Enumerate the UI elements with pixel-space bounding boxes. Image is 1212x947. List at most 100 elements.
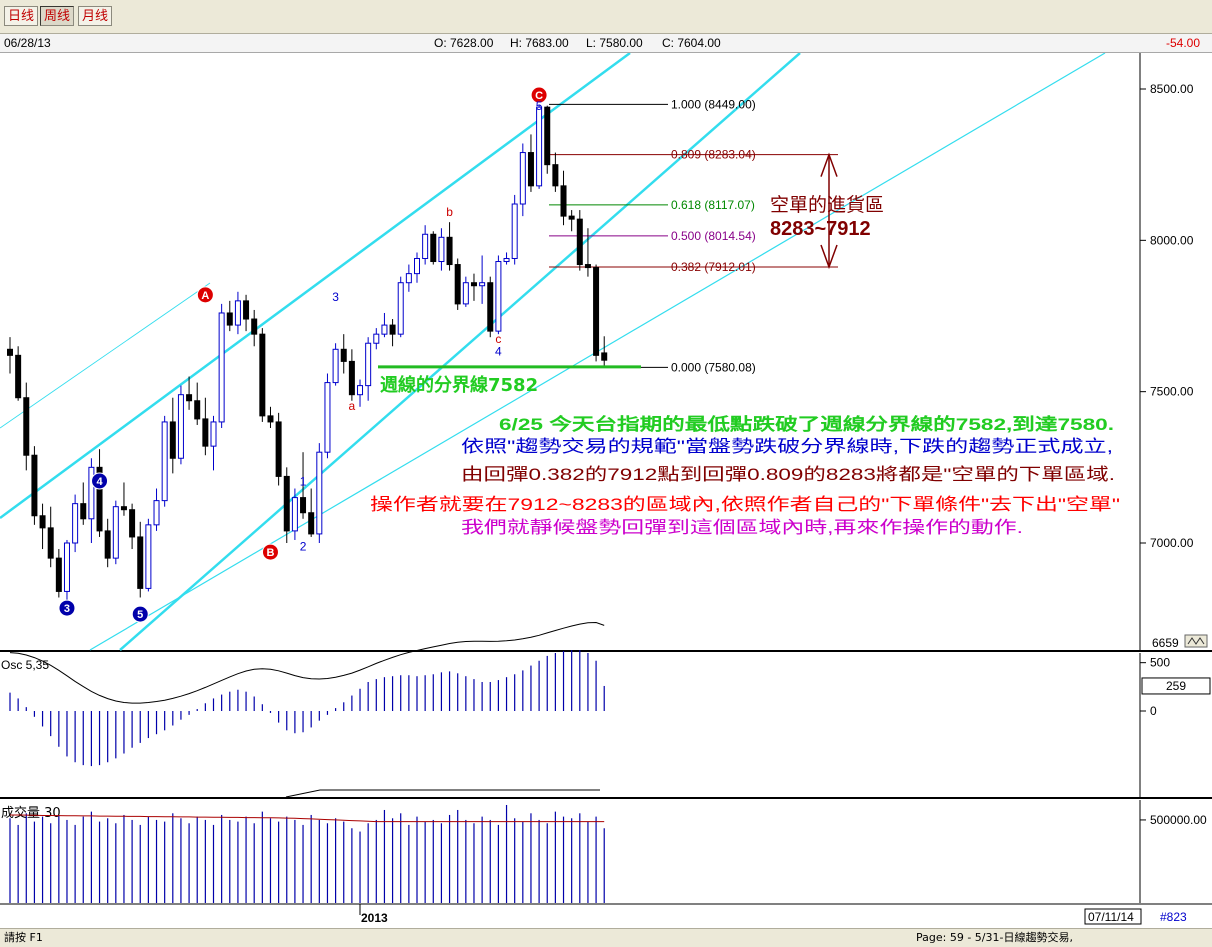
volume-bars (9, 804, 605, 903)
candle-body (373, 333, 380, 344)
candle-body (194, 400, 201, 420)
candle-body (470, 282, 477, 287)
candle-body (129, 509, 136, 538)
candle-body (348, 360, 355, 396)
candle-body (186, 394, 193, 402)
candle-body (202, 418, 209, 447)
candle-body (267, 415, 274, 423)
candle-body (177, 394, 184, 459)
candle-body (63, 542, 70, 592)
candle-body (487, 282, 494, 332)
toolbar: 日线 周线 月线 (0, 0, 1212, 34)
candle-body (446, 236, 453, 266)
candle-body (576, 218, 583, 266)
close-value: C: 7604.00 (662, 36, 721, 50)
candle-body (544, 106, 551, 166)
wave-label: 1 (300, 474, 307, 488)
tab-daily[interactable]: 日线 (4, 6, 39, 26)
osc-signal-line (9, 621, 605, 704)
price-tick: 8500.00 (1140, 82, 1194, 96)
fib-label: 1.000 (8449.00) (671, 97, 756, 111)
wave-label-marker (91, 472, 109, 490)
status-page: Page: 59 - 5/31-日線趨勢交易, (916, 931, 1073, 944)
end-date: 07/11/14 (1088, 910, 1134, 924)
candle-body (552, 164, 559, 187)
candle-body (137, 536, 144, 589)
volume-tick-label: 500000.00 (1150, 813, 1207, 827)
wave-label: C (535, 90, 543, 102)
annotation-line: 6/25 今天台指期的最低點跌破了週線分界線的7582,到達7580. (499, 414, 1114, 434)
candle-body (291, 497, 298, 532)
change-value: -54.00 (1166, 36, 1201, 50)
price-axis-bottom-label: 6659 (1152, 636, 1179, 650)
candle-body (169, 421, 176, 459)
candle-body (7, 348, 13, 356)
candle-body (96, 466, 103, 532)
wave-label: 5 (137, 609, 143, 621)
candle-body (422, 233, 429, 259)
status-help: 請按 F1 (4, 931, 43, 944)
candle-body (104, 530, 111, 559)
candle-body (112, 506, 119, 559)
candle-body (430, 233, 437, 263)
high-value: H: 7683.00 (510, 36, 569, 50)
candle-body (601, 352, 608, 361)
annotation-block: 6/25 今天台指期的最低點跌破了週線分界線的7582,到達7580. 依照"趨… (370, 414, 1120, 537)
candle-body (332, 348, 339, 384)
open-value: O: 7628.00 (434, 36, 494, 50)
osc-value-box (1141, 677, 1211, 695)
candle-body (31, 454, 38, 517)
candle-body (316, 451, 323, 535)
candle-body (15, 354, 22, 399)
candle-body (479, 282, 486, 287)
wave-label-marker (196, 286, 214, 304)
candle-body (454, 264, 461, 305)
candle-body (55, 557, 62, 592)
candle-body (145, 524, 152, 589)
candlesticks (7, 104, 608, 601)
wave-label: B (267, 547, 275, 559)
candle-body (226, 312, 233, 326)
zoom-icon[interactable] (1184, 634, 1208, 648)
candle-body (560, 185, 567, 217)
annotation-line: 由回彈0.382的7912點到回彈0.809的8283將都是"空單的下單區域. (461, 465, 1115, 484)
candle-body (251, 318, 258, 335)
record-number: #823 (1160, 910, 1187, 924)
channel-lines (0, 53, 1106, 651)
wave-label: a (349, 399, 356, 413)
candle-body (324, 382, 331, 453)
price-tick: 8000.00 (1140, 233, 1194, 247)
candle-body (234, 300, 241, 326)
candle-body (365, 342, 372, 387)
oscillator-bars (9, 621, 605, 798)
fib-label: 0.000 (7580.08) (671, 360, 756, 374)
wave-label: 4 (495, 344, 502, 358)
volume-title: 成交量 30 (1, 805, 61, 821)
candle-body (218, 312, 225, 423)
tab-weekly[interactable]: 周线 (40, 6, 75, 26)
wave-label-marker (261, 543, 279, 561)
wave-label: 3 (64, 603, 70, 615)
chart-canvas: 2013 8500.00 8000.00 7500.00 7000.00 665… (0, 53, 1212, 925)
x-axis-label: 2013 (361, 911, 388, 925)
wave-label-marker (58, 599, 76, 617)
entry-zone-range: 8283~7912 (770, 218, 871, 240)
fib-label: 0.500 (8014.54) (671, 229, 756, 243)
candle-body (536, 106, 543, 187)
end-date-box (1084, 908, 1142, 925)
candle-body (495, 261, 502, 332)
candle-body (23, 397, 30, 456)
candle-body (39, 515, 46, 529)
candle-body (300, 497, 307, 514)
candle-body (259, 333, 266, 417)
wave-label: c (495, 332, 501, 346)
entry-zone-title: 空單的進貨區 (770, 194, 884, 216)
osc-tick-label: 500 (1150, 656, 1170, 670)
tab-monthly[interactable]: 月线 (78, 6, 113, 26)
wave-label-marker (131, 605, 149, 623)
annotation-line: 操作者就要在7912~8283的區域內,依照作者自己的"下單條件"去下出"空單" (370, 495, 1120, 514)
candle-body (503, 257, 510, 263)
candle-body (47, 527, 54, 559)
candle-body (308, 512, 315, 535)
